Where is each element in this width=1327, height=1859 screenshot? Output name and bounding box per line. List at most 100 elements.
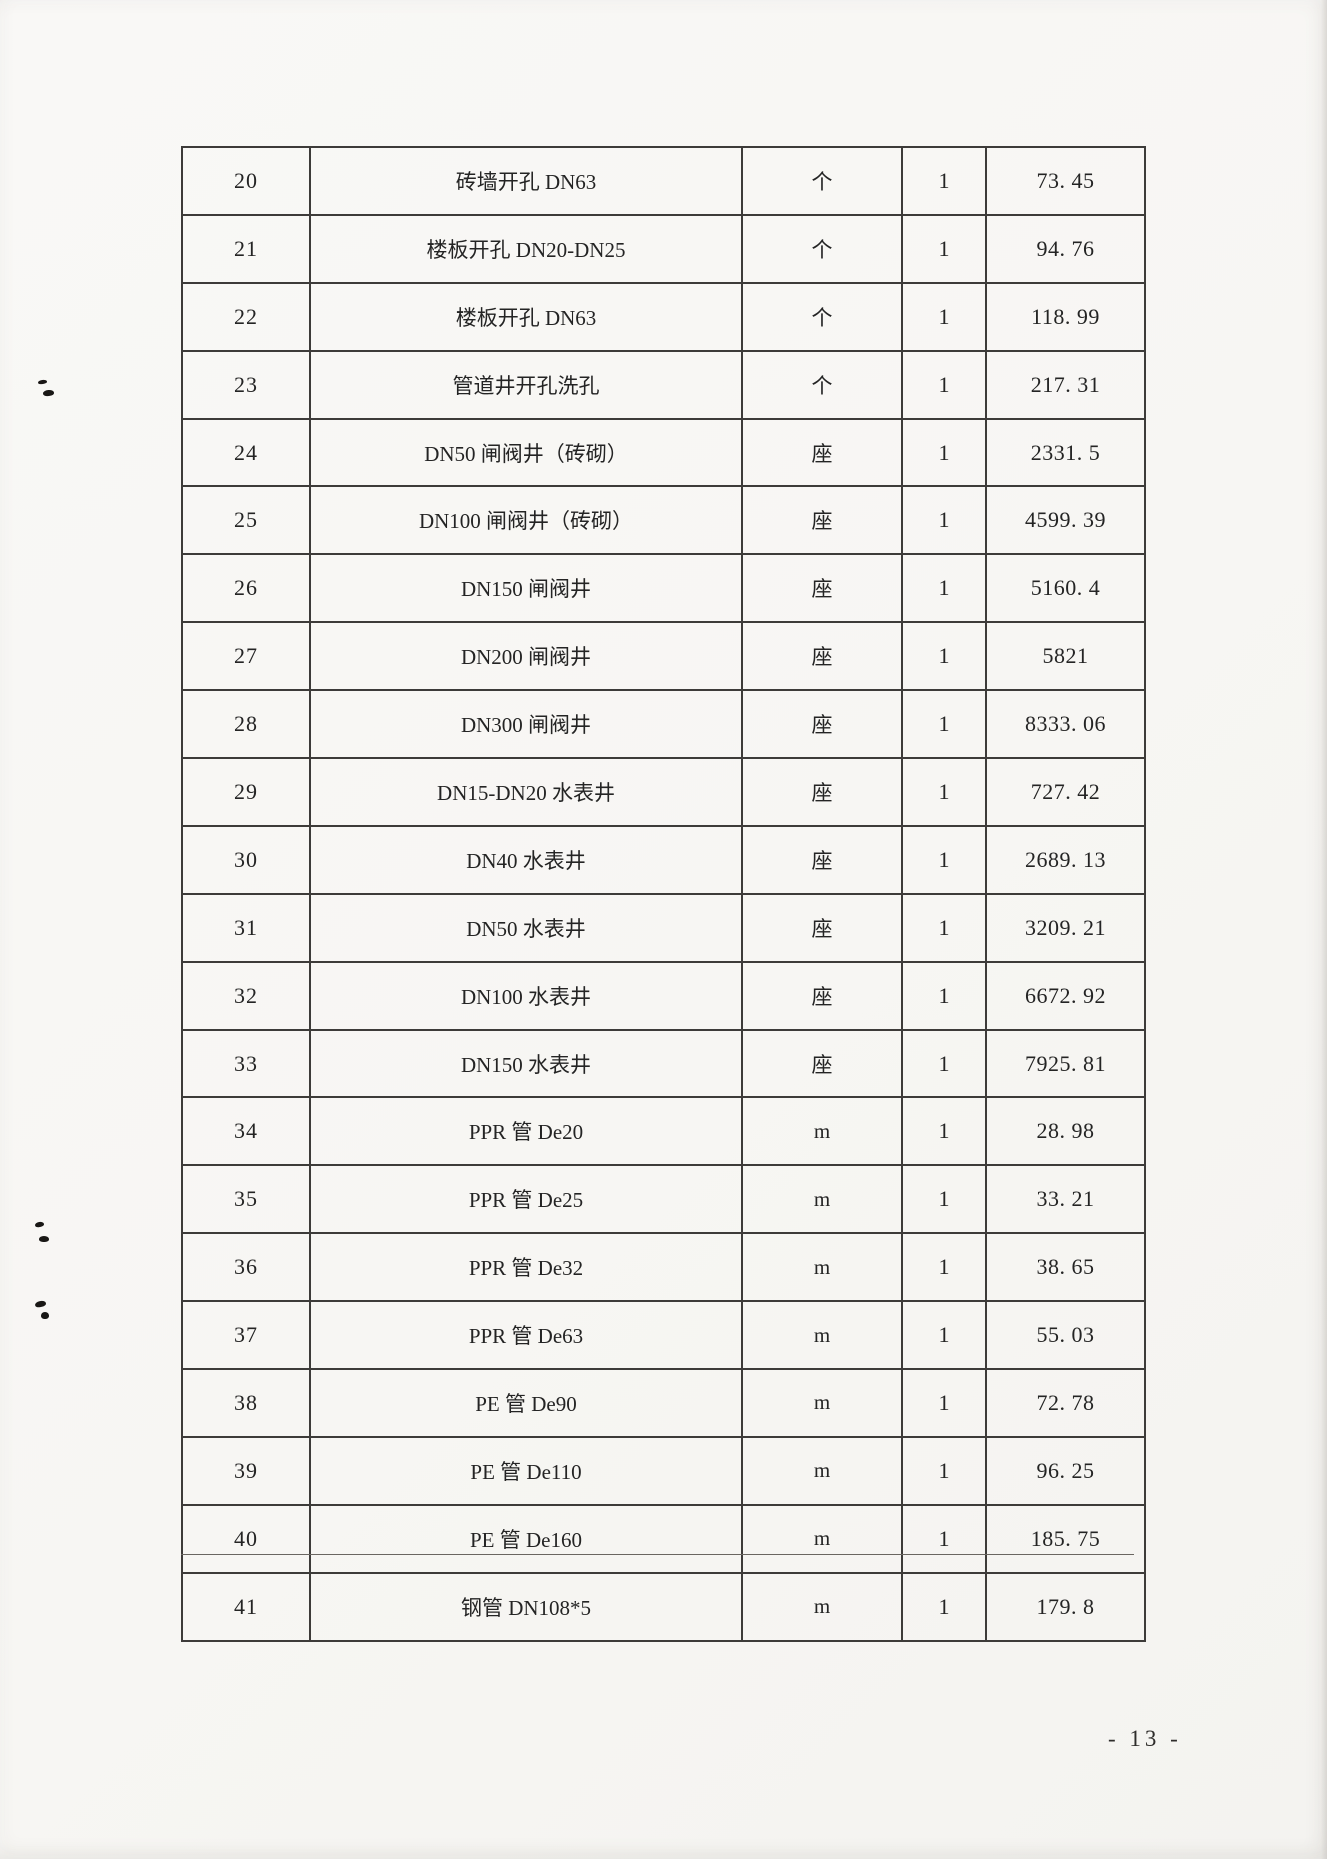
cell-quantity: 1 (901, 960, 987, 1031)
cell-price: 179. 8 (985, 1571, 1146, 1642)
cell-no: 39 (181, 1435, 311, 1506)
cell-description: DN200 闸阀井 (309, 621, 743, 692)
cell-unit: 座 (741, 689, 903, 760)
table-row: 25 DN100 闸阀井（砖砌）座 1 4599. 39 (181, 485, 1146, 556)
cell-quantity: 1 (901, 553, 987, 624)
cell-price: 73. 45 (985, 146, 1146, 216)
cell-unit: m (741, 1164, 903, 1235)
cell-no: 30 (181, 824, 311, 895)
cell-quantity: 1 (901, 1300, 987, 1371)
cell-description: DN100 闸阀井（砖砌） (309, 485, 743, 556)
cell-price: 96. 25 (985, 1435, 1146, 1506)
cell-unit: 座 (741, 892, 903, 963)
cell-description: DN100 水表井 (309, 960, 743, 1031)
cell-description: PE 管 De110 (309, 1435, 743, 1506)
cell-unit: 座 (741, 621, 903, 692)
table-row: 31 DN50 水表井座 1 3209. 21 (181, 892, 1146, 963)
cell-no: 33 (181, 1028, 311, 1099)
cell-price: 33. 21 (985, 1164, 1146, 1235)
cell-description: DN40 水表井 (309, 824, 743, 895)
table-row: 38 PE 管 De90 m 1 72. 78 (181, 1368, 1146, 1438)
cell-no: 27 (181, 621, 311, 692)
cell-quantity: 1 (901, 1028, 987, 1099)
table-row: 22 楼板开孔 DN63 个 1 118. 99 (181, 281, 1146, 352)
cell-unit: 个 (741, 213, 903, 284)
table-row: 27 DN200 闸阀井座 1 5821 (181, 621, 1146, 692)
cell-unit: 座 (741, 824, 903, 895)
cell-unit: 座 (741, 960, 903, 1031)
cell-price: 28. 98 (985, 1096, 1146, 1167)
cell-description: 钢管 DN108*5 (309, 1571, 743, 1642)
table-row: 37 PPR 管 De63 m 1 55. 03 (181, 1300, 1146, 1371)
cell-quantity: 1 (901, 1164, 987, 1235)
cell-price: 72. 78 (985, 1368, 1146, 1438)
cell-description: DN50 闸阀井（砖砌） (309, 417, 743, 488)
cell-description: PPR 管 De20 (309, 1096, 743, 1167)
cell-no: 22 (181, 281, 311, 352)
cell-no: 23 (181, 349, 311, 420)
table-row: 39 PE 管 De110 m 1 96. 25 (181, 1435, 1146, 1506)
cell-price: 8333. 06 (985, 689, 1146, 760)
page-number: - 13 - (1108, 1726, 1182, 1751)
ink-speck (42, 389, 55, 397)
price-table-body: 20 砖墙开孔 DN63 个 1 73. 45 21 楼板开孔 DN20-DN25 个 1 94.… (181, 146, 1146, 1642)
cell-unit: 个 (741, 349, 903, 420)
table-row: 34 PPR 管 De20 m 1 28. 98 (181, 1096, 1146, 1167)
cell-description: DN300 闸阀井 (309, 689, 743, 760)
cell-description: PPR 管 De25 (309, 1164, 743, 1235)
cell-description: DN15-DN20 水表井 (309, 757, 743, 827)
cell-no: 38 (181, 1368, 311, 1438)
table-row: 41 钢管 DN108*5 m 1 179. 8 (181, 1571, 1146, 1642)
table-row: 28 DN300 闸阀井座 1 8333. 06 (181, 689, 1146, 760)
table-row: 24 DN50 闸阀井（砖砌）座 1 2331. 5 (181, 417, 1146, 488)
cell-unit: m (741, 1232, 903, 1303)
cell-quantity: 1 (901, 1435, 987, 1506)
cell-quantity: 1 (901, 824, 987, 895)
cell-no: 32 (181, 960, 311, 1031)
cell-unit: m (741, 1435, 903, 1506)
cell-no: 21 (181, 213, 311, 284)
cell-price: 5160. 4 (985, 553, 1146, 624)
ink-speck (39, 1236, 49, 1242)
table-row: 23 管道井开孔洗孔个 1 217. 31 (181, 349, 1146, 420)
cell-quantity: 1 (901, 485, 987, 556)
ink-speck (41, 1312, 49, 1319)
cell-no: 35 (181, 1164, 311, 1235)
cell-quantity: 1 (901, 892, 987, 963)
cell-unit: 座 (741, 553, 903, 624)
table-row: 32 DN100 水表井座 1 6672. 92 (181, 960, 1146, 1031)
ink-speck (37, 379, 48, 385)
cell-unit: m (741, 1571, 903, 1642)
cell-description: DN150 闸阀井 (309, 553, 743, 624)
table-split-line (181, 1554, 1134, 1555)
cell-description: 砖墙开孔 DN63 (309, 146, 743, 216)
table-row: 26 DN150 闸阀井座 1 5160. 4 (181, 553, 1146, 624)
table-row: 29 DN15-DN20 水表井座 1 727. 42 (181, 757, 1146, 827)
cell-description: PPR 管 De63 (309, 1300, 743, 1371)
cell-unit: 座 (741, 1028, 903, 1099)
cell-no: 34 (181, 1096, 311, 1167)
cell-quantity: 1 (901, 1503, 987, 1574)
cell-price: 4599. 39 (985, 485, 1146, 556)
table-row: 30 DN40 水表井座 1 2689. 13 (181, 824, 1146, 895)
cell-unit: 座 (741, 757, 903, 827)
cell-no: 26 (181, 553, 311, 624)
cell-quantity: 1 (901, 417, 987, 488)
cell-quantity: 1 (901, 146, 987, 216)
cell-no: 24 (181, 417, 311, 488)
cell-price: 55. 03 (985, 1300, 1146, 1371)
cell-no: 31 (181, 892, 311, 963)
table-row: 20 砖墙开孔 DN63 个 1 73. 45 (181, 146, 1146, 216)
cell-unit: 座 (741, 417, 903, 488)
cell-unit: m (741, 1503, 903, 1574)
cell-description: PE 管 De90 (309, 1368, 743, 1438)
cell-description: PE 管 De160 (309, 1503, 743, 1574)
cell-description: 管道井开孔洗孔 (309, 349, 743, 420)
cell-quantity: 1 (901, 281, 987, 352)
table-row: 33 DN150 水表井座 1 7925. 81 (181, 1028, 1146, 1099)
cell-unit: 个 (741, 146, 903, 216)
cell-price: 5821 (985, 621, 1146, 692)
cell-price: 6672. 92 (985, 960, 1146, 1031)
ink-speck (34, 1299, 47, 1309)
